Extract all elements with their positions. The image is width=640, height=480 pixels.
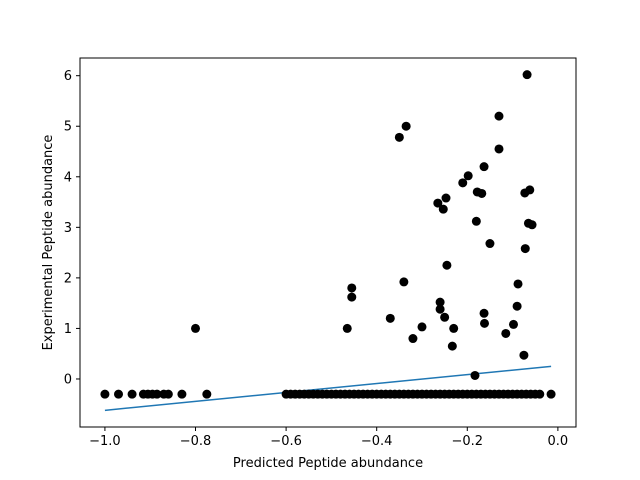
x-tick-label: −0.6 <box>270 434 302 449</box>
data-point <box>546 389 556 399</box>
data-point <box>163 389 173 399</box>
x-tick-label: −0.8 <box>180 434 212 449</box>
y-tick-label: 5 <box>64 120 72 135</box>
data-point <box>433 198 443 208</box>
data-point <box>513 279 523 289</box>
data-point <box>477 188 487 198</box>
fit-line-layer <box>104 365 552 412</box>
data-point <box>520 244 530 254</box>
y-tick-label: 4 <box>64 170 72 185</box>
data-point <box>535 389 545 399</box>
data-point <box>435 297 445 307</box>
data-point <box>152 389 162 399</box>
data-point <box>177 389 187 399</box>
fit-line <box>104 365 552 412</box>
data-point <box>100 389 110 399</box>
data-point <box>494 144 504 154</box>
y-tick-label: 2 <box>64 271 72 286</box>
x-tick-label: −0.2 <box>451 434 483 449</box>
x-axis-ticks: −1.0 −0.8 −0.6 −0.4 −0.2 0.0 <box>89 427 568 449</box>
data-point <box>479 308 489 318</box>
scatter-points-layer <box>100 70 556 399</box>
data-point <box>447 341 457 351</box>
y-axis-ticks: 0 1 2 3 4 5 6 <box>64 69 80 387</box>
data-point <box>527 220 537 230</box>
y-tick-label: 3 <box>64 221 72 236</box>
x-tick-label: 0.0 <box>548 434 569 449</box>
data-point <box>114 389 124 399</box>
data-point <box>342 323 352 333</box>
data-point <box>449 323 459 333</box>
y-tick-label: 6 <box>64 69 72 84</box>
data-point <box>440 312 450 322</box>
x-tick-label: −1.0 <box>89 434 121 449</box>
data-point <box>525 185 535 195</box>
data-point <box>435 304 445 314</box>
x-axis-label: Predicted Peptide abundance <box>233 456 423 471</box>
data-point <box>347 292 357 302</box>
data-point <box>399 277 409 287</box>
data-point <box>347 283 357 293</box>
data-point <box>508 319 518 329</box>
data-point <box>479 162 489 172</box>
data-point <box>463 171 473 181</box>
data-point <box>442 260 452 270</box>
data-point <box>191 323 201 333</box>
plot-frame <box>79 57 577 428</box>
data-point <box>417 322 427 332</box>
data-point <box>470 370 480 380</box>
y-tick-label: 0 <box>64 372 72 387</box>
data-point <box>519 350 529 360</box>
data-point <box>438 204 448 214</box>
data-point <box>480 318 490 328</box>
x-tick-label: −0.4 <box>361 434 393 449</box>
data-point <box>485 239 495 249</box>
data-point <box>501 328 511 338</box>
data-point <box>522 70 532 80</box>
data-point <box>441 193 451 203</box>
data-point <box>401 121 411 131</box>
data-point <box>512 301 522 311</box>
data-point <box>494 111 504 121</box>
data-point <box>127 389 137 399</box>
data-point <box>471 216 481 226</box>
data-point <box>202 389 212 399</box>
data-point <box>394 132 404 142</box>
data-point <box>458 178 468 188</box>
y-tick-label: 1 <box>64 322 72 337</box>
y-axis-label: Experimental Peptide abundance <box>41 135 56 351</box>
data-point <box>408 334 418 344</box>
data-point <box>385 313 395 323</box>
